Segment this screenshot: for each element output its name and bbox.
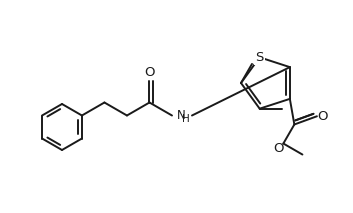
Text: O: O — [318, 110, 328, 123]
Text: N: N — [177, 109, 186, 122]
Text: O: O — [273, 142, 283, 155]
Text: O: O — [144, 66, 155, 79]
Text: S: S — [256, 51, 264, 64]
Text: H: H — [183, 115, 190, 125]
